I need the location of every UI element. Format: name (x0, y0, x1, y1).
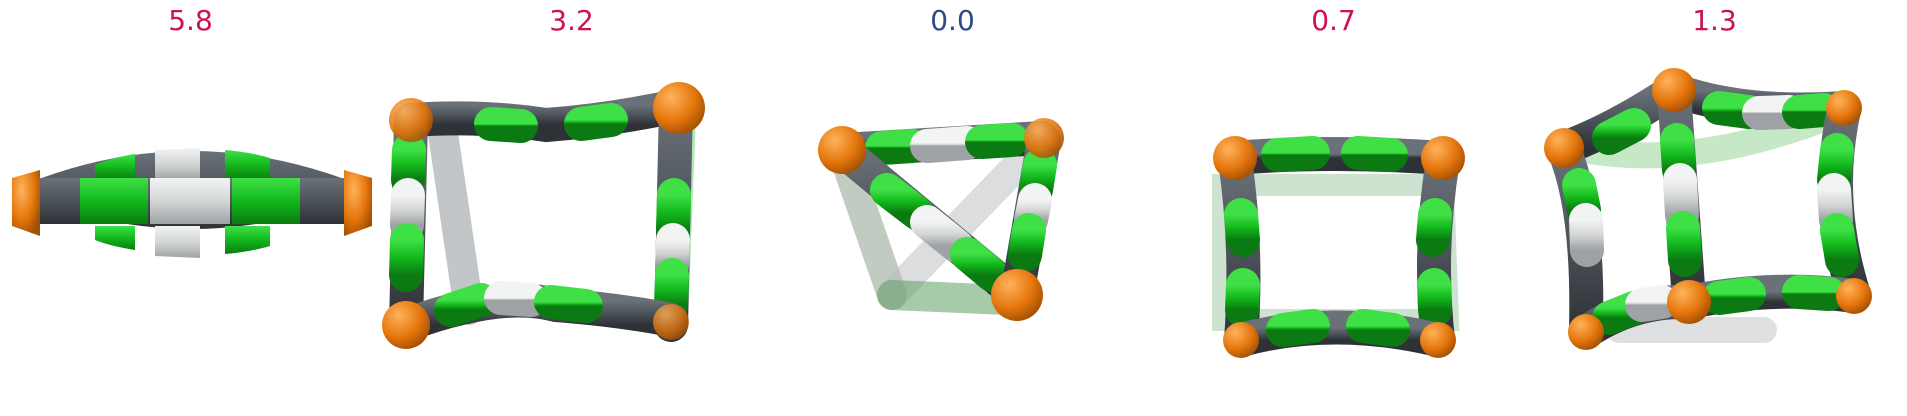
panel-5: 1.3 (1524, 0, 1905, 416)
molecule-3-body (818, 118, 1064, 321)
molecule-2-body (382, 82, 705, 349)
panel-5-value-label: 1.3 (1692, 4, 1737, 37)
molecule-1-image (12, 148, 372, 258)
panel-1-value-label: 5.8 (168, 4, 213, 37)
molecule-4-image (1212, 136, 1465, 358)
molecule-4-body (1212, 136, 1465, 358)
panel-2: 3.2 (381, 0, 762, 416)
molecule-5-image (1544, 68, 1872, 350)
molecule-1-body (12, 148, 372, 258)
panel-4-value-label: 0.7 (1311, 4, 1356, 37)
molecule-5-body (1544, 68, 1872, 350)
panel-4: 0.7 (1143, 0, 1524, 416)
molecule-2-image (382, 82, 705, 349)
panel-1: 5.8 (0, 0, 381, 416)
molecule-3-image (818, 118, 1064, 321)
panel-3: 0.0 (762, 0, 1143, 416)
panel-2-value-label: 3.2 (549, 4, 594, 37)
panel-3-value-label: 0.0 (930, 4, 975, 37)
